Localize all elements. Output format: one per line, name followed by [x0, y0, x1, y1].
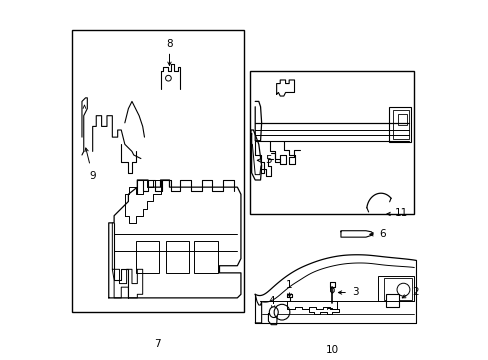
Bar: [385, 294, 398, 307]
Bar: [72, 30, 244, 312]
Text: 3: 3: [351, 287, 358, 297]
Bar: [397, 114, 406, 125]
Text: 4: 4: [268, 296, 274, 306]
Bar: [249, 71, 413, 214]
Bar: [383, 278, 411, 300]
Bar: [388, 107, 410, 143]
Bar: [378, 276, 413, 301]
Bar: [194, 241, 217, 273]
Text: 2: 2: [411, 287, 418, 297]
Text: 11: 11: [394, 208, 407, 218]
Ellipse shape: [269, 307, 278, 318]
Text: 8: 8: [166, 39, 172, 49]
Text: 7: 7: [153, 339, 160, 349]
Text: 9: 9: [89, 171, 96, 181]
Text: 6: 6: [378, 229, 385, 239]
Text: 10: 10: [325, 345, 338, 355]
Text: 5: 5: [264, 155, 271, 165]
Bar: [392, 111, 408, 139]
Bar: [135, 241, 159, 273]
Text: 1: 1: [285, 280, 292, 291]
Bar: [165, 241, 189, 273]
